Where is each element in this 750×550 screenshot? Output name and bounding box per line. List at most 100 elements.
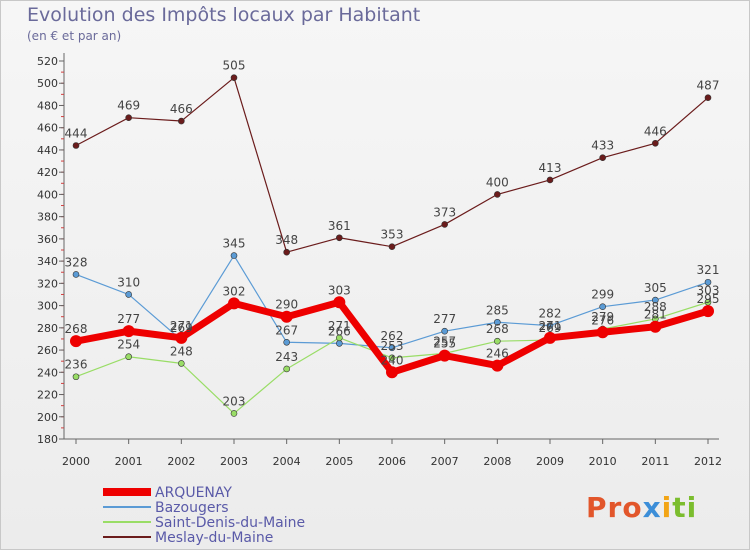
data-label: 361 [328,219,351,233]
data-point [494,191,501,198]
legend-label: Saint-Denis-du-Maine [155,515,305,531]
y-tick-label: 220 [37,389,58,402]
data-label: 299 [591,288,614,302]
data-point [441,221,448,228]
data-label: 345 [223,237,246,251]
data-label: 279 [591,310,614,324]
data-point [230,252,238,259]
data-point [494,337,501,345]
data-label: 487 [697,79,720,93]
data-label: 271 [539,319,562,333]
x-tick-label: 2001 [115,455,143,468]
legend-label: Bazougers [155,500,229,516]
data-point [228,297,240,310]
data-label: 353 [381,228,404,242]
data-label: 444 [65,126,88,140]
y-tick-label: 420 [37,166,58,179]
data-label: 303 [697,283,720,297]
data-point [546,176,554,184]
legend-label: Meslay-du-Maine [155,530,273,546]
data-point [386,366,398,379]
chart-subtitle: (en € et par an) [27,29,122,43]
data-point [122,325,135,338]
data-point [596,326,609,339]
y-tick-label: 480 [37,99,58,112]
data-point [702,305,714,318]
x-tick-label: 2009 [536,455,564,468]
data-point [438,349,451,362]
y-tick-label: 360 [37,233,58,246]
data-label: 240 [381,353,404,367]
data-point [704,278,712,286]
y-tick-label: 460 [37,122,58,135]
data-label: 433 [591,139,614,153]
data-label: 243 [275,350,298,364]
data-label: 268 [65,322,88,336]
data-point [599,303,606,311]
data-label: 266 [328,324,351,338]
data-label: 373 [433,205,456,219]
y-tick-label: 520 [37,55,58,68]
x-tick-label: 2006 [378,455,406,468]
x-tick-label: 2000 [62,455,90,468]
data-point [178,360,185,367]
data-point [704,94,712,101]
data-label: 269 [539,321,562,335]
data-point [283,248,290,256]
logo-part-2: x [642,491,662,524]
y-tick-label: 300 [37,300,58,313]
data-label: 271 [170,319,193,333]
data-point [125,114,132,121]
data-label: 505 [223,59,246,73]
data-label: 290 [275,298,298,312]
data-label: 295 [697,292,720,306]
data-label: 321 [697,263,720,277]
data-point [491,359,504,372]
data-label: 310 [117,275,140,289]
data-point [72,142,80,149]
data-point [494,318,501,326]
data-point [336,334,343,342]
data-point [336,234,343,242]
data-label: 277 [117,312,140,326]
data-point [125,353,132,361]
data-label: 469 [117,99,140,113]
data-label: 248 [170,344,193,358]
data-label: 246 [486,347,509,361]
data-label: 282 [539,307,562,321]
data-point [599,154,606,162]
data-label: 305 [644,281,667,295]
data-point [652,296,659,304]
data-label: 236 [65,358,88,372]
chart-title: Evolution des Impôts locaux par Habitant [27,4,421,26]
data-point [70,335,82,348]
proxiti-logo: Proxiti [586,491,697,524]
data-label: 267 [275,323,298,337]
y-tick-label: 400 [37,188,58,201]
data-point [388,354,396,362]
data-point [283,365,290,373]
data-label: 255 [433,337,456,351]
data-point [652,139,659,147]
y-tick-label: 380 [37,211,58,224]
data-label: 302 [223,284,246,298]
data-label: 257 [433,334,456,348]
data-point [546,322,554,329]
y-tick-label: 180 [37,433,58,446]
data-label: 285 [486,303,509,317]
x-tick-label: 2002 [167,455,195,468]
data-label: 466 [170,102,193,116]
data-label: 400 [486,175,509,189]
data-point [125,291,132,298]
data-point [283,338,290,346]
data-point [230,410,238,417]
data-label: 262 [381,329,404,343]
data-point [178,117,185,125]
data-point [175,331,188,344]
data-label: 348 [275,233,298,247]
y-tick-label: 280 [37,322,58,335]
data-label: 271 [328,319,351,333]
logo-part-4: ti [672,491,698,524]
